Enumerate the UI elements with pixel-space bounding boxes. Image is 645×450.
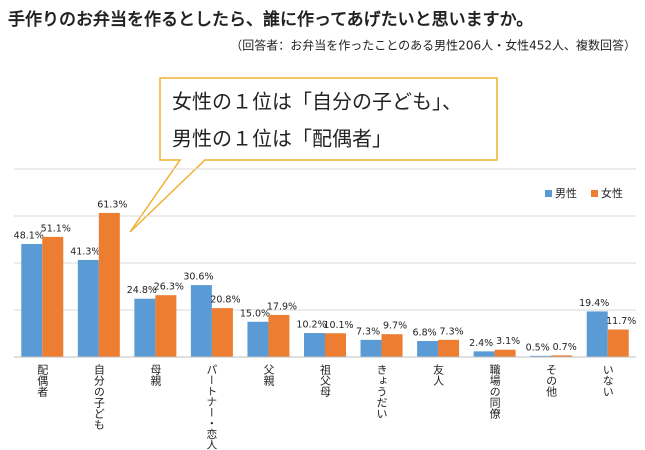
bar [530, 355, 552, 357]
chart-title: 手作りのお弁当を作るとしたら、誰に作ってあげたいと思いますか。 [8, 9, 533, 30]
bar [360, 339, 382, 357]
bar [551, 355, 573, 357]
x-tick-label: きょうだい [375, 364, 388, 419]
value-label: 11.7% [606, 316, 636, 327]
bar [155, 295, 177, 357]
value-label: 6.8% [413, 328, 437, 339]
bar [42, 236, 64, 357]
bar [134, 298, 156, 357]
value-label: 26.3% [154, 282, 184, 293]
bar [494, 349, 516, 357]
callout-text: 男性の１位は「配偶者」 [172, 127, 392, 151]
value-label: 3.1% [496, 336, 520, 347]
bar [607, 329, 629, 357]
bar [325, 333, 346, 357]
value-label: 48.1% [14, 230, 44, 241]
value-label: 7.3% [440, 326, 464, 337]
value-label: 51.1% [41, 223, 71, 234]
x-tick-label: 母親 [149, 364, 162, 386]
legend-label: 男性 [555, 186, 577, 200]
value-label: 41.3% [70, 246, 100, 257]
bar [77, 259, 99, 357]
x-tick-label: 父親 [262, 364, 275, 386]
bar [586, 311, 608, 357]
bar [247, 321, 269, 357]
bar [473, 351, 495, 357]
value-label: 61.3% [97, 199, 127, 210]
value-label: 7.3% [356, 326, 380, 337]
value-label: 20.8% [210, 295, 240, 306]
value-label: 10.1% [323, 320, 353, 331]
value-label: 19.4% [579, 298, 609, 309]
x-tick-label: 配偶者 [36, 364, 49, 398]
bar [21, 243, 43, 357]
value-label: 30.6% [183, 272, 213, 283]
x-tick-label: 職場の同僚 [488, 364, 501, 419]
bar [268, 314, 290, 357]
x-tick-label: 祖父母 [319, 363, 332, 398]
bar [381, 334, 403, 357]
legend-label: 女性 [601, 186, 623, 200]
bar [417, 341, 439, 357]
value-label: 9.7% [383, 321, 407, 332]
legend-swatch [591, 190, 598, 197]
bar [438, 339, 460, 357]
x-tick-label: その他 [545, 364, 558, 397]
x-tick-label: パートナー・恋人 [205, 364, 218, 450]
bar [98, 212, 120, 357]
bar [190, 285, 212, 357]
value-label: 0.7% [553, 342, 577, 353]
callout-text: 女性の１位は「自分の子ども」、 [172, 90, 462, 114]
legend-swatch [545, 190, 552, 197]
chart-subtitle: （回答者：お弁当を作ったことのある男性206人・女性452人、複数回答） [230, 38, 636, 53]
x-tick-label: いない [601, 364, 614, 397]
bar [211, 308, 233, 357]
bar [304, 333, 325, 357]
x-tick-label: 友人 [432, 363, 445, 386]
callout-box [129, 77, 498, 233]
value-label: 10.2% [296, 320, 326, 331]
x-tick-label: 自分の子ども [92, 364, 105, 430]
value-label: 24.8% [127, 285, 157, 296]
value-label: 2.4% [469, 338, 493, 349]
value-label: 15.0% [240, 308, 270, 319]
value-label: 0.5% [526, 342, 550, 353]
value-label: 17.9% [267, 301, 297, 312]
